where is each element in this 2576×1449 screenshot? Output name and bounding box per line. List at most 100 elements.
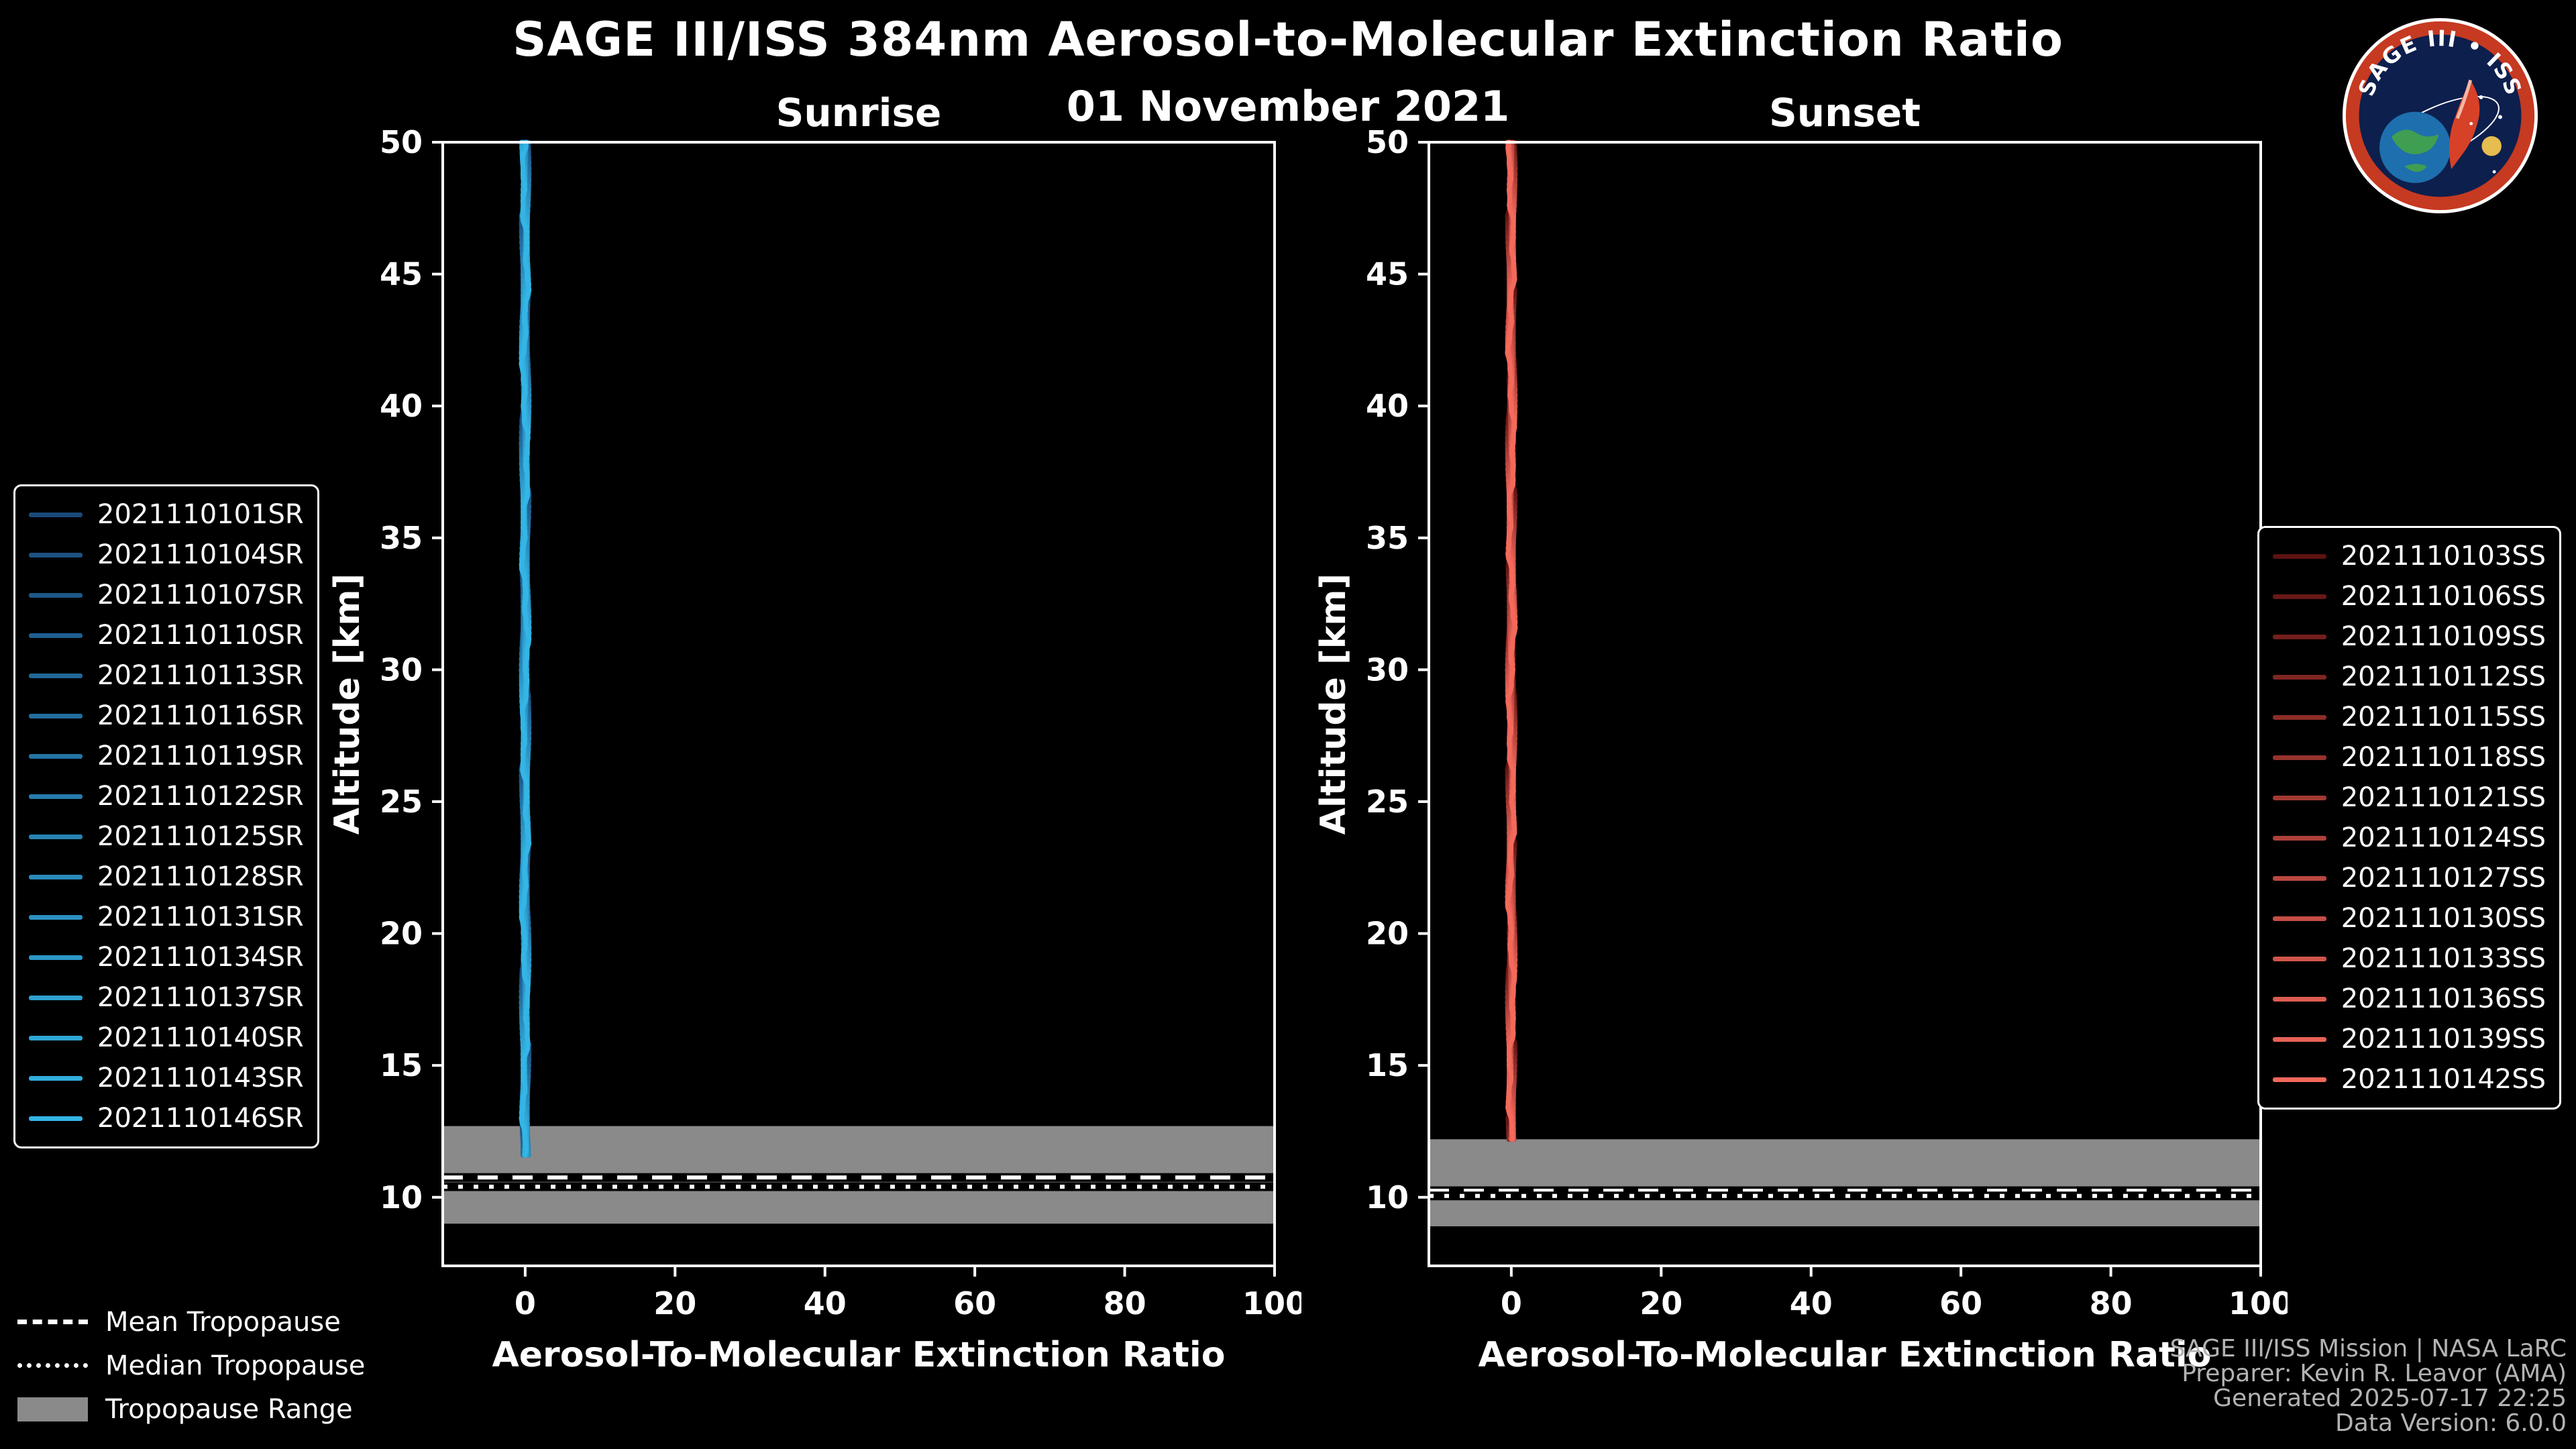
legend-item: 2021110109SS	[2272, 616, 2546, 657]
legend-item: 2021110137SR	[29, 977, 304, 1018]
legend-label: 2021110104SR	[97, 539, 304, 570]
legend-item: 2021110116SR	[29, 696, 304, 736]
page-title: SAGE III/ISS 384nm Aerosol-to-Molecular …	[513, 12, 2063, 67]
panel-title-sunrise: Sunrise	[775, 90, 942, 136]
x-tick-label: 40	[804, 1285, 847, 1322]
legend-label: 2021110134SR	[97, 942, 304, 973]
legend-line-swatch	[2272, 996, 2326, 1002]
legend-label: 2021110119SR	[97, 741, 304, 771]
x-tick-label: 20	[1640, 1285, 1682, 1322]
legend-label: Tropopause Range	[105, 1393, 353, 1425]
y-tick-label: 30	[1366, 651, 1409, 688]
credit-line: Data Version: 6.0.0	[2335, 1409, 2567, 1437]
legend-label: 2021110118SS	[2341, 742, 2546, 773]
legend-label: Median Tropopause	[105, 1350, 366, 1381]
legend-label: 2021110101SR	[97, 499, 304, 530]
sunrise-legend: 2021110101SR 2021110104SR 2021110107SR 2021…	[13, 484, 319, 1148]
y-tick-label: 40	[1366, 388, 1409, 424]
x-tick-label: 20	[653, 1285, 696, 1322]
y-tick-label: 25	[1366, 784, 1409, 820]
legend-label: 2021110107SR	[97, 580, 304, 610]
y-tick-label: 35	[380, 520, 423, 556]
x-axis-label: Aerosol-To-Molecular Extinction Ratio	[1479, 1335, 2212, 1373]
sage-logo: SAGE III • ISS	[2341, 17, 2539, 215]
legend-label: 2021110137SR	[97, 982, 304, 1013]
legend-label: 2021110115SS	[2341, 702, 2546, 733]
legend-line-swatch	[29, 753, 83, 759]
legend-label: 2021110142SS	[2341, 1064, 2546, 1095]
legend-item: 2021110140SR	[29, 1018, 304, 1058]
legend-line-swatch	[29, 512, 83, 517]
legend-line-swatch	[2272, 714, 2326, 720]
legend-label: 2021110127SS	[2341, 863, 2546, 894]
y-tick-label: 40	[380, 388, 423, 424]
legend-line-swatch	[29, 592, 83, 598]
legend-label: 2021110143SR	[97, 1063, 304, 1093]
legend-item: 2021110124SS	[2272, 818, 2546, 858]
legend-item: 2021110104SR	[29, 535, 304, 575]
sun-icon	[2481, 136, 2502, 156]
legend-label: 2021110103SS	[2341, 541, 2546, 572]
credits-block: SAGE III/ISS Mission | NASA LaRC Prepare…	[2170, 1336, 2567, 1436]
legend-label: 2021110106SS	[2341, 581, 2546, 612]
legend-line-swatch	[29, 995, 83, 1000]
legend-label: 2021110139SS	[2341, 1024, 2546, 1055]
legend-line-swatch	[2272, 1036, 2326, 1042]
legend-label: 2021110124SS	[2341, 822, 2546, 853]
legend-label: 2021110146SR	[97, 1103, 304, 1134]
legend-item: 2021110136SS	[2272, 979, 2546, 1019]
legend-line-swatch	[2272, 875, 2326, 881]
x-tick-label: 80	[2090, 1285, 2133, 1322]
legend-label: 2021110113SR	[97, 660, 304, 691]
y-tick-label: 45	[1366, 256, 1409, 292]
panel-title-sunset: Sunset	[1769, 90, 1921, 136]
sunset-plot: 0 20 40 60 80 100 10 15 20 25 30 35 40 45 50 Aerosol-To…	[1313, 124, 2288, 1373]
credit-line: Generated 2025-07-17 22:25	[2213, 1385, 2567, 1412]
legend-label: 2021110109SS	[2341, 621, 2546, 652]
x-axis-label: Aerosol-To-Molecular Extinction Ratio	[492, 1335, 1226, 1373]
legend-item: 2021110101SR	[29, 494, 304, 535]
profile-line	[1505, 140, 1518, 1142]
legend-label: 2021110110SR	[97, 620, 304, 651]
x-tick-label: 40	[1790, 1285, 1833, 1322]
legend-line-swatch	[2272, 755, 2326, 760]
x-tick-label: 60	[1939, 1285, 1982, 1322]
x-tick-label: 80	[1104, 1285, 1146, 1322]
legend-line-swatch	[2272, 553, 2326, 559]
x-tick-label: 0	[1501, 1285, 1522, 1322]
sunset-legend: 2021110103SS 2021110106SS 2021110109SS 2021…	[2257, 526, 2561, 1110]
legend-line-swatch	[29, 874, 83, 879]
legend-item: 2021110106SS	[2272, 576, 2546, 616]
legend-line-swatch	[2272, 634, 2326, 639]
legend-label: 2021110116SR	[97, 700, 304, 731]
legend-item-median-tropopause: Median Tropopause	[17, 1344, 365, 1387]
legend-line-swatch	[2272, 916, 2326, 921]
legend-item: 2021110139SS	[2272, 1019, 2546, 1059]
legend-item: 2021110107SR	[29, 575, 304, 615]
legend-line-swatch	[29, 834, 83, 839]
legend-label: 2021110130SS	[2341, 903, 2546, 934]
gray-band-swatch	[17, 1397, 88, 1421]
legend-label: 2021110131SR	[97, 902, 304, 932]
legend-label: 2021110122SR	[97, 781, 304, 812]
legend-item: 2021110134SR	[29, 937, 304, 977]
legend-line-swatch	[29, 633, 83, 638]
y-tick-label: 25	[380, 784, 423, 820]
legend-item: 2021110133SS	[2272, 938, 2546, 979]
y-tick-label: 50	[380, 124, 423, 160]
legend-item: 2021110142SS	[2272, 1059, 2546, 1099]
y-tick-label: 20	[1366, 916, 1409, 952]
y-tick-label: 15	[380, 1047, 423, 1083]
legend-item: 2021110125SR	[29, 816, 304, 857]
x-tick-label: 100	[2229, 1285, 2288, 1322]
plot-frame	[1428, 141, 2262, 1267]
tropopause-legend: Mean Tropopause Median Tropopause Tropop…	[17, 1300, 365, 1431]
y-tick-label: 10	[380, 1179, 423, 1216]
y-tick-label: 10	[1366, 1179, 1409, 1216]
legend-line-swatch	[29, 794, 83, 799]
sage-logo-badge: SAGE III • ISS	[2342, 17, 2538, 214]
legend-line-swatch	[29, 713, 83, 718]
profile-line	[519, 140, 532, 1158]
dotted-line-swatch	[17, 1363, 88, 1368]
